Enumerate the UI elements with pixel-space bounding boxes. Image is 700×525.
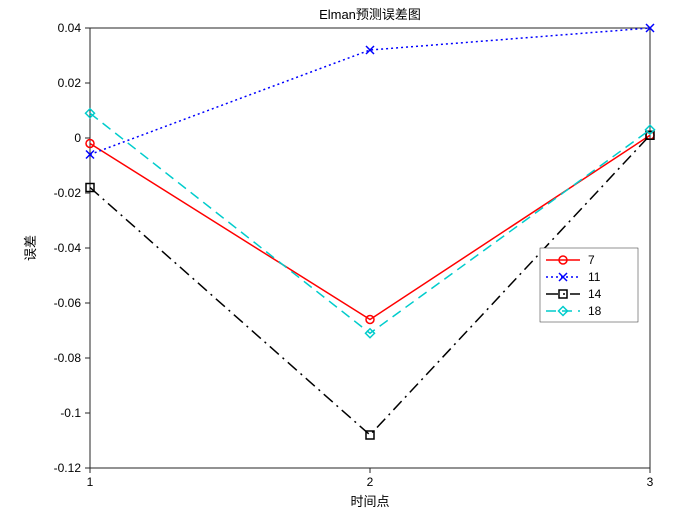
chart-svg: 1 2 3 -0.12 -0.1 -0.08 -0.06 -0.04 -0.02 0 0.02 0.0… <box>0 0 700 525</box>
x-axis-label: 时间点 <box>350 494 389 509</box>
legend-label: 14 <box>588 287 602 301</box>
x-tick-label: 2 <box>367 475 374 489</box>
x-tick-label: 3 <box>647 475 654 489</box>
y-tick-label: -0.04 <box>54 241 82 255</box>
y-tick-label: 0.04 <box>58 21 82 35</box>
x-tick-label: 1 <box>87 475 94 489</box>
y-tick-label: -0.12 <box>54 461 82 475</box>
chart-container: 1 2 3 -0.12 -0.1 -0.08 -0.06 -0.04 -0.02 0 0.02 0.0… <box>0 0 700 525</box>
y-tick-label: -0.02 <box>54 186 82 200</box>
y-tick-label: -0.1 <box>60 406 81 420</box>
y-tick-label: 0 <box>74 131 81 145</box>
y-tick-label: -0.06 <box>54 296 82 310</box>
y-tick-label: -0.08 <box>54 351 82 365</box>
chart-title: Elman预测误差图 <box>319 7 421 22</box>
legend-label: 7 <box>588 253 595 267</box>
y-axis-label: 误差 <box>23 235 38 261</box>
legend-label: 18 <box>588 304 602 318</box>
legend: 7 11 14 18 <box>540 248 638 322</box>
y-tick-label: 0.02 <box>58 76 82 90</box>
legend-label: 11 <box>588 270 601 284</box>
